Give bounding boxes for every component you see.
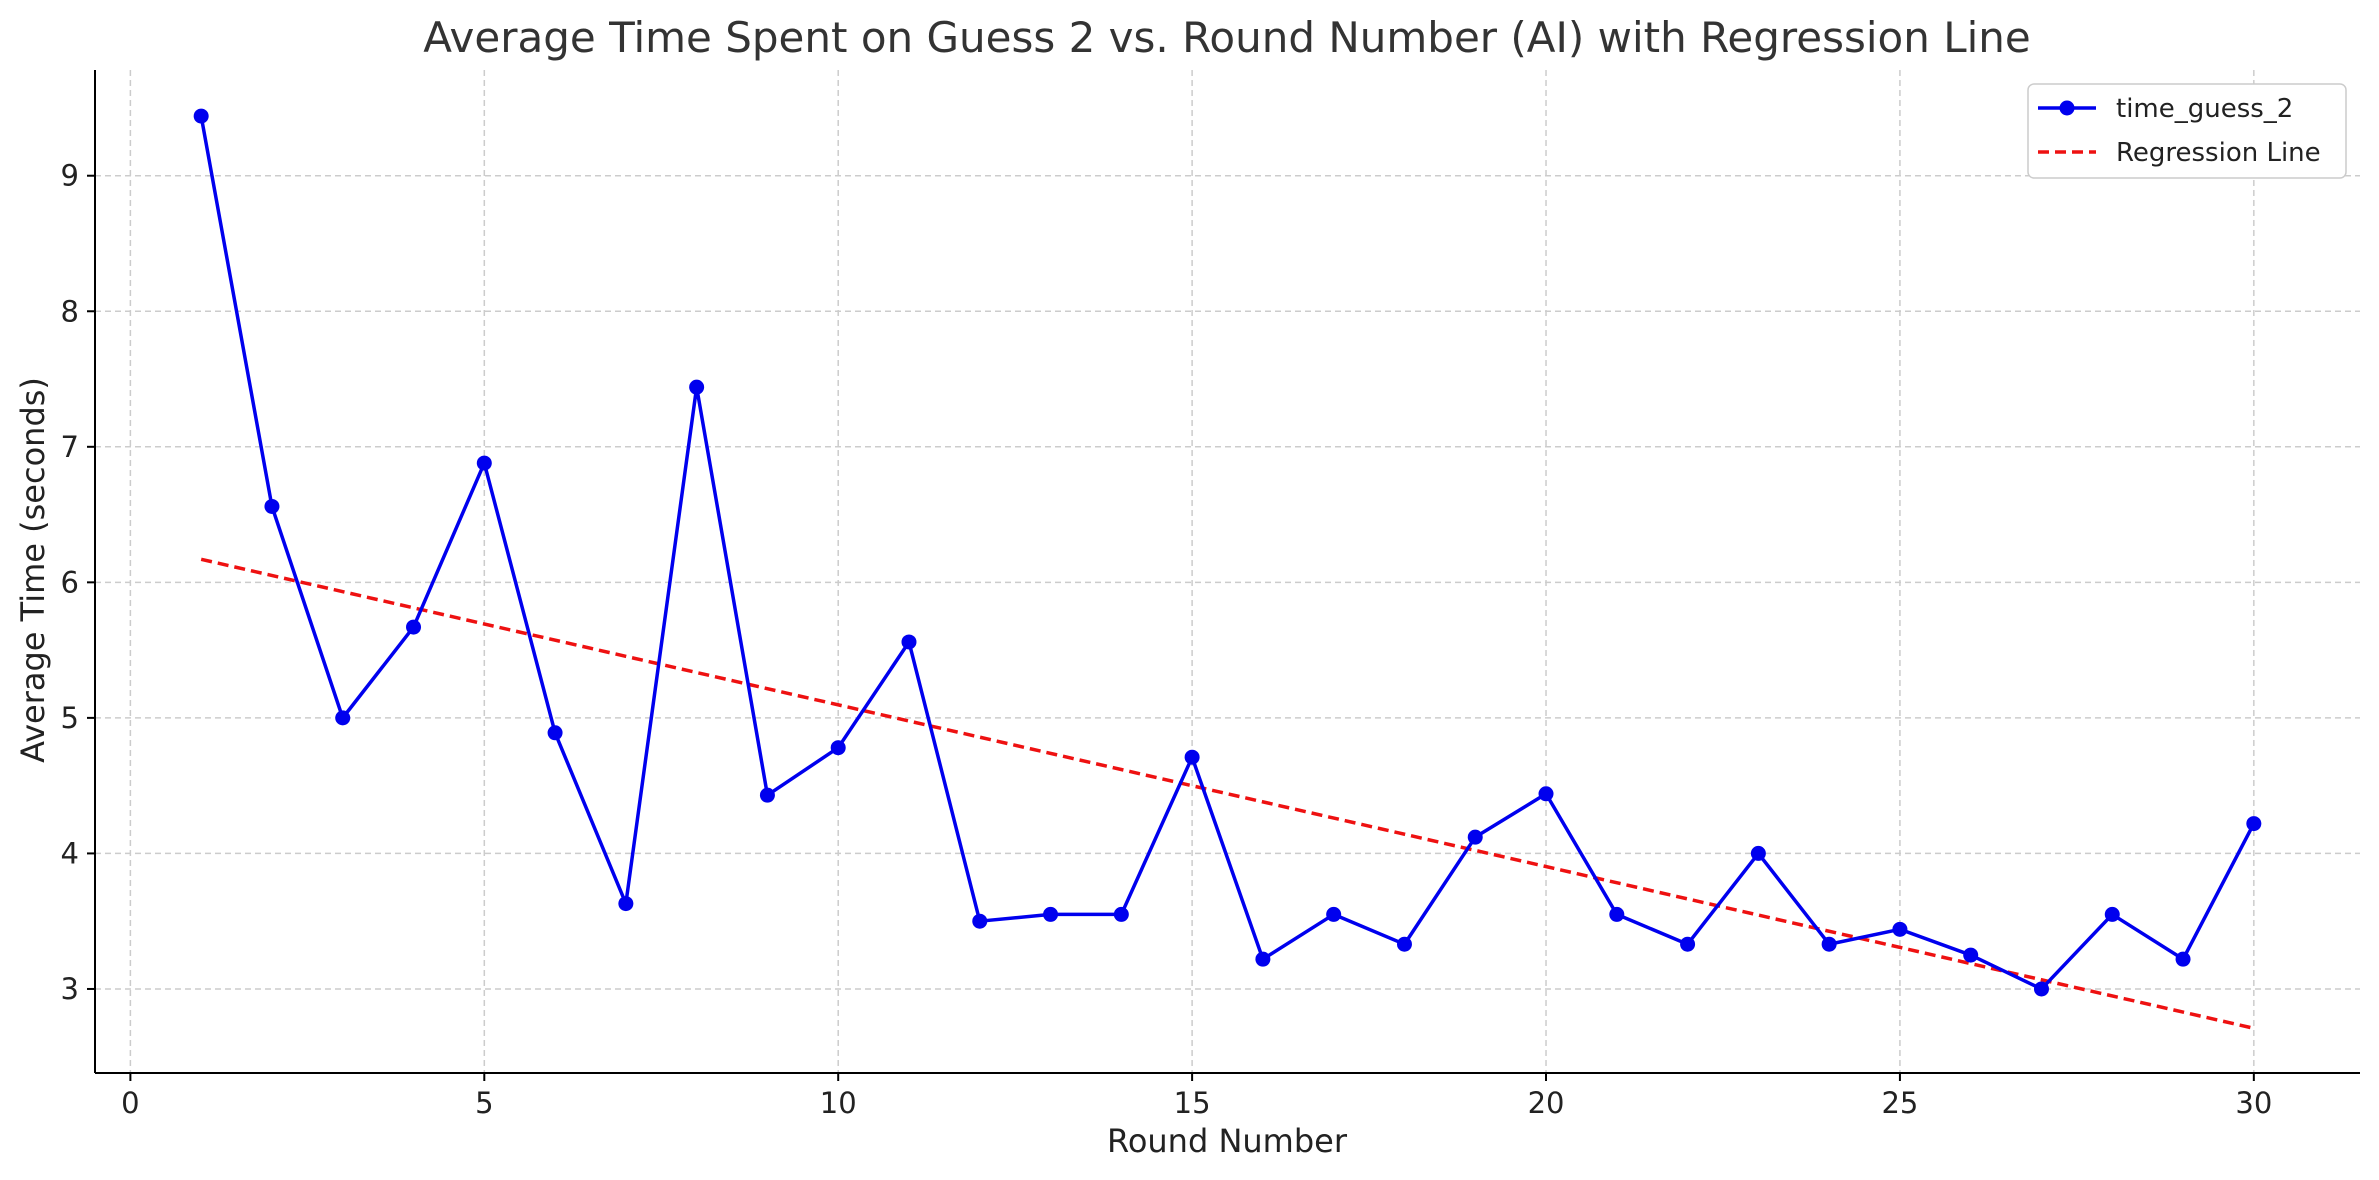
data-point-time-guess-2 [193,108,209,124]
x-tick-label: 30 [2235,1086,2272,1120]
data-point-time-guess-2 [2175,951,2191,967]
series-line-time-guess-2 [199,115,2256,991]
chart-title: Average Time Spent on Guess 2 vs. Round … [423,13,2030,62]
data-point-time-guess-2 [1963,947,1979,963]
data-point-time-guess-2 [476,455,492,471]
data-point-time-guess-2 [830,740,846,756]
x-tick-label: 20 [1528,1086,1565,1120]
data-point-time-guess-2 [1184,749,1200,765]
legend: time_guess_2 Regression Line [2027,83,2347,179]
data-point-time-guess-2 [759,787,775,803]
y-ticks: 3 4 5 6 7 8 9 [61,159,95,1006]
data-point-time-guess-2 [618,896,634,912]
grid [95,70,2360,1073]
data-point-time-guess-2 [1609,906,1625,922]
legend-label-regression: Regression Line [2116,138,2321,168]
data-point-time-guess-2 [1326,906,1342,922]
y-tick-label: 7 [61,430,79,464]
y-tick-label: 9 [61,159,79,193]
y-tick-label: 8 [61,294,79,328]
y-tick-label: 5 [61,701,79,735]
data-point-time-guess-2 [1255,951,1271,967]
y-axis-label: Average Time (seconds) [14,377,52,763]
data-point-time-guess-2 [901,634,917,650]
data-point-time-guess-2 [2104,906,2120,922]
legend-label-time-guess-2: time_guess_2 [2116,94,2293,124]
y-tick-label: 6 [61,565,79,599]
axes [94,70,2360,1074]
data-point-time-guess-2 [1396,936,1412,952]
data-point-time-guess-2 [1467,829,1483,845]
data-point-time-guess-2 [1113,906,1129,922]
x-tick-label: 10 [820,1086,857,1120]
data-point-time-guess-2 [2033,981,2049,997]
data-point-time-guess-2 [1892,921,1908,937]
x-tick-label: 25 [1881,1086,1918,1120]
y-tick-label: 4 [61,836,79,870]
x-axis-label: Round Number [1107,1122,1348,1160]
data-point-time-guess-2 [1680,936,1696,952]
data-point-time-guess-2 [335,710,351,726]
legend-box [2027,83,2347,179]
x-tick-label: 15 [1174,1086,1211,1120]
data-point-time-guess-2 [547,725,563,741]
x-tick-label: 5 [475,1086,493,1120]
x-tick-label: 0 [121,1086,139,1120]
legend-marker-time-guess-2 [2059,100,2075,116]
data-point-time-guess-2 [689,379,705,395]
data-point-time-guess-2 [1750,845,1766,861]
series-layer [193,108,2262,1030]
data-point-time-guess-2 [264,498,280,514]
regression-line [200,557,2255,1030]
x-ticks: 0 5 10 15 20 25 30 [121,1073,2272,1120]
data-point-time-guess-2 [972,913,988,929]
data-point-time-guess-2 [1043,906,1059,922]
data-point-time-guess-2 [1821,936,1837,952]
y-tick-label: 3 [61,972,79,1006]
data-point-time-guess-2 [2246,816,2262,832]
data-point-time-guess-2 [406,619,422,635]
data-point-time-guess-2 [1538,786,1554,802]
